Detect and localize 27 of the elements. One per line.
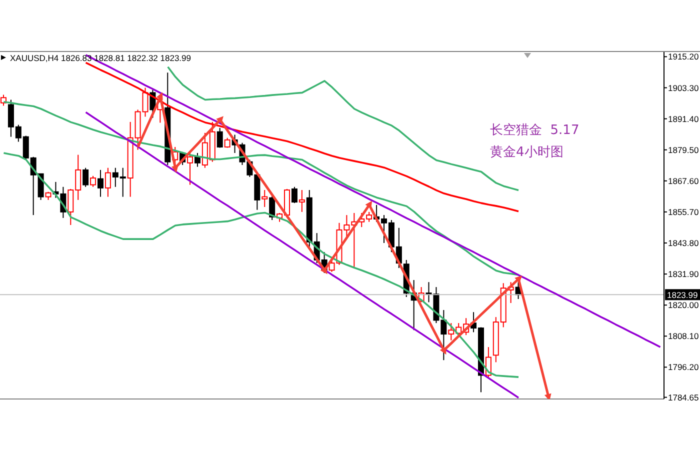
y-tick-label: 1820.00 [668, 300, 699, 310]
candlestick [216, 127, 223, 148]
candlestick [82, 167, 89, 188]
y-tick-label: 1784.65 [668, 392, 699, 402]
y-tick-label: 1831.90 [668, 269, 699, 280]
chart-title: XAUUSD,H4 1826.83 1828.81 1822.32 1823.99 [10, 53, 191, 63]
candlestick [104, 167, 111, 198]
candlestick [262, 190, 268, 208]
y-tick-label: 1915.20 [668, 52, 699, 62]
candlestick [194, 152, 200, 168]
candlestick [187, 152, 194, 186]
y-tick-label: 1867.60 [668, 176, 699, 186]
candlestick [291, 186, 298, 204]
candlestick [90, 175, 96, 188]
y-tick-label: 1879.50 [668, 144, 699, 155]
y-tick-label: 1808.10 [668, 331, 699, 342]
candlestick [298, 190, 305, 212]
annotation: 长空猎金 5.17 [490, 122, 580, 139]
y-tick-label: 1855.70 [668, 206, 699, 217]
ref-line-label: 1823.99 [667, 290, 698, 300]
annotation: 黄金4小时图 [490, 144, 564, 161]
y-tick-label: 1796.20 [668, 362, 699, 372]
y-tick-label: 1843.80 [668, 238, 699, 248]
candlestick [97, 169, 104, 198]
y-tick-label: 1903.30 [668, 82, 699, 93]
y-tick-label: 1891.40 [668, 114, 699, 124]
candlestick [224, 137, 230, 148]
